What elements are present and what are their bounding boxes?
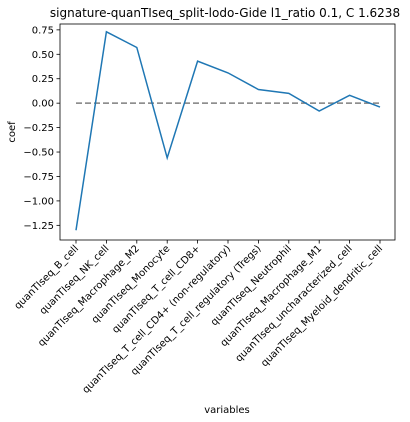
chart-title: signature-quanTIseq_split-lodo-Gide l1_r… <box>50 6 400 20</box>
y-tick-label: 0.25 <box>32 74 54 85</box>
y-axis-label: coef <box>7 121 18 143</box>
y-tick-label: −1.00 <box>23 196 54 207</box>
x-axis-label: variables <box>204 405 250 416</box>
series-line <box>75 30 381 231</box>
y-tick-label: 0.50 <box>32 50 54 61</box>
y-axis: −1.25 −1.00 −0.75 −0.50 −0.25 0.00 0.25 0.50 0.7… <box>23 25 60 232</box>
y-tick-label: 0.00 <box>32 99 54 110</box>
x-axis: quanTIseq_B_cellquanTIseq_NK_cellquanTIs… <box>13 240 385 396</box>
plot-frame <box>59 23 396 241</box>
y-tick-label: −1.25 <box>23 221 54 232</box>
y-tick-label: −0.75 <box>23 172 54 183</box>
y-tick-label: 0.75 <box>32 25 54 36</box>
y-tick-label: −0.50 <box>23 148 54 159</box>
y-tick-label: −0.25 <box>23 123 54 134</box>
